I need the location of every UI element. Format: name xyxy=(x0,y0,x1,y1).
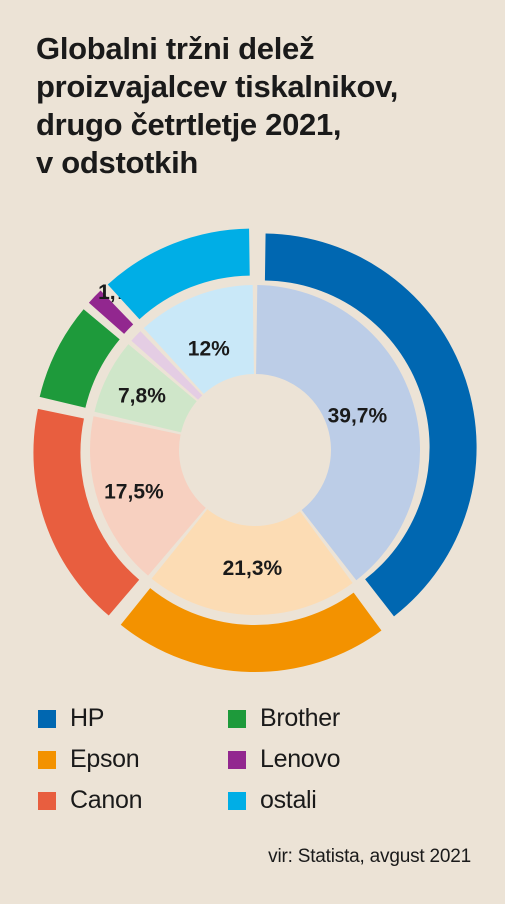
legend-label: Epson xyxy=(70,745,140,773)
outer-slice-ostali xyxy=(107,228,250,320)
outer-slice-epson xyxy=(120,588,382,672)
slice-label-brother: 7,8% xyxy=(118,384,166,407)
inner-slice-brother xyxy=(94,344,197,433)
legend-swatch xyxy=(228,791,246,810)
legend-swatch xyxy=(38,709,56,728)
inner-slice-epson xyxy=(151,509,353,615)
outer-slice-canon xyxy=(33,408,140,616)
legend-item-epson: Epson xyxy=(38,741,228,778)
legend: HP Brother Epson Lenovo Canon ostali xyxy=(38,700,478,819)
outer-slice-lenovo xyxy=(88,290,134,334)
legend-item-canon: Canon xyxy=(38,782,228,819)
legend-swatch xyxy=(38,791,56,810)
legend-label: Canon xyxy=(70,786,143,814)
donut-chart: 39,7%21,3%17,5%7,8%1,7%12% xyxy=(33,228,477,672)
legend-item-ostali: ostali xyxy=(228,782,428,819)
legend-label: HP xyxy=(70,704,105,732)
legend-swatch xyxy=(228,709,246,728)
title-line: proizvajalcev tiskalnikov, xyxy=(36,69,399,104)
title-line: drugo četrtletje 2021, xyxy=(36,107,342,142)
legend-label: Brother xyxy=(260,704,340,732)
source-note: vir: Statista, avgust 2021 xyxy=(268,846,471,867)
slice-label-ostali: 12% xyxy=(188,337,230,360)
legend-item-lenovo: Lenovo xyxy=(228,741,428,778)
inner-slice-canon xyxy=(90,416,206,576)
inner-slice-ostali xyxy=(143,285,254,394)
slice-label-hp: 39,7% xyxy=(328,405,388,428)
legend-label: Lenovo xyxy=(260,745,341,773)
legend-label: ostali xyxy=(260,786,317,814)
outer-slice-brother xyxy=(39,309,120,408)
inner-slice-lenovo xyxy=(131,331,203,400)
legend-swatch xyxy=(228,750,246,769)
outer-slice-hp xyxy=(264,233,477,617)
title-line: Globalni tržni delež xyxy=(36,31,315,66)
slice-label-canon: 17,5% xyxy=(104,480,164,503)
inner-slice-hp xyxy=(256,285,421,581)
chart-title: Globalni tržni delež proizvajalcev tiska… xyxy=(36,30,476,182)
legend-item-brother: Brother xyxy=(228,700,428,737)
title-line: v odstotkih xyxy=(36,145,199,180)
legend-swatch xyxy=(38,750,56,769)
legend-item-hp: HP xyxy=(38,700,228,737)
slice-label-epson: 21,3% xyxy=(223,557,283,580)
